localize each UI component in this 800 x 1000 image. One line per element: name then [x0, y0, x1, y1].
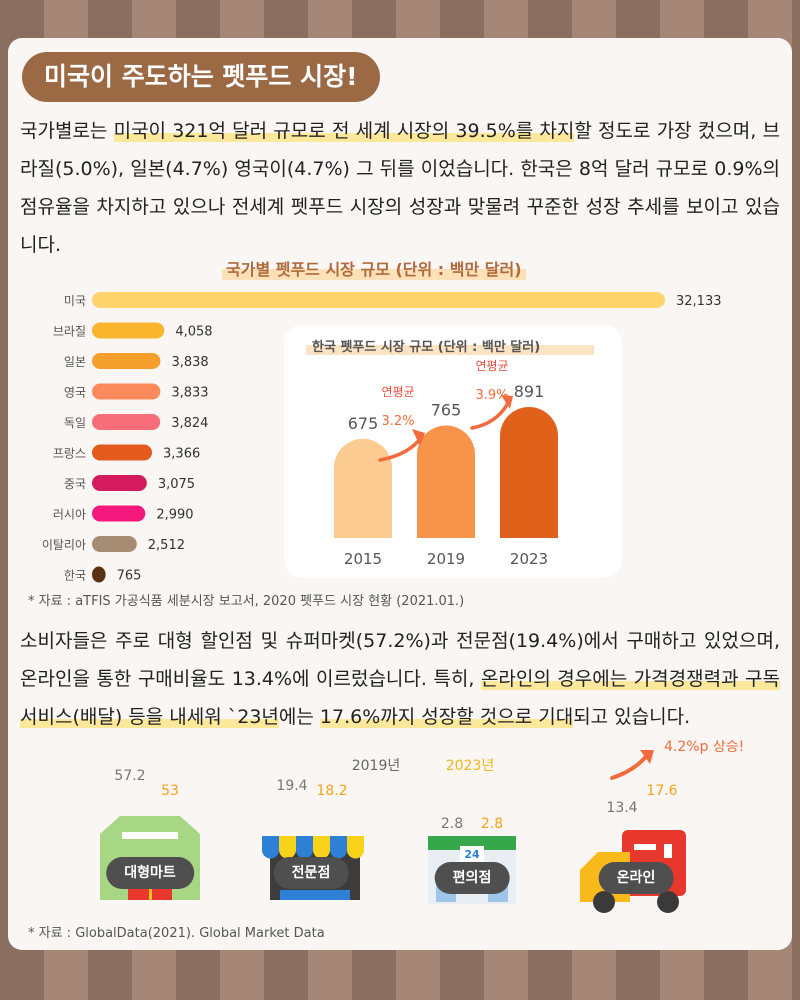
bar-5 [92, 414, 161, 430]
online-growth-arrow-head [640, 750, 654, 764]
korea-market-chart: 한국 펫푸드 시장 규모 (단위 : 백만 달러) 675 2015 765 2019 8… [306, 339, 594, 568]
legend-2019: 2019년 [352, 758, 401, 774]
growth-arrow-head-1 [412, 429, 425, 446]
bar-8 [92, 505, 146, 522]
bar-category-label: 한국 [64, 569, 86, 583]
channel-value-2023: 17.6 [646, 783, 677, 799]
channel-value-2023: 53 [161, 783, 179, 799]
korea-bar-value: 765 [431, 401, 462, 420]
label-online: 온라인 [598, 862, 674, 894]
bar-value-label: 765 [117, 569, 142, 584]
korea-year-label: 2015 [344, 550, 382, 568]
korea-year-label: 2023 [510, 550, 548, 568]
cagr-value: 3.2% [381, 414, 414, 429]
bar-9 [92, 536, 137, 552]
growth-arrow-2 [470, 399, 511, 430]
bar-category-label: 영국 [64, 386, 86, 400]
channel-value-2019: 2.8 [441, 816, 463, 832]
korea-chart-title: 한국 펫푸드 시장 규모 (단위 : 백만 달러) [312, 339, 540, 355]
bar-3 [92, 353, 161, 369]
source-note-1: * 자료 : aTFIS 가공식품 세분시장 보고서, 2020 펫푸드 시장 … [28, 594, 465, 609]
convenience-store-sign-bg [460, 846, 484, 862]
bar-category-label: 프랑스 [53, 447, 86, 461]
bar-6 [92, 444, 153, 461]
korea-bar-value: 675 [348, 414, 379, 433]
bar-4 [92, 383, 161, 400]
bar-category-label: 미국 [64, 294, 86, 308]
intro-paragraph: 국가별로는 미국이 321억 달러 규모로 전 세계 시장의 39.5%를 차지… [20, 112, 780, 264]
channel-value-2019: 13.4 [606, 800, 637, 816]
korea-bar-2015 [334, 438, 392, 538]
bar-value-label: 2,990 [156, 508, 193, 523]
headline-badge: 미국이 주도하는 펫푸드 시장! [22, 52, 380, 102]
bar-category-label: 중국 [64, 477, 86, 491]
bar-value-label: 3,838 [171, 355, 208, 370]
label-hypermarket: 대형마트 [106, 857, 194, 889]
cagr-label: 연평균 [475, 359, 508, 373]
channel-text-2: 에는 [278, 706, 320, 728]
channel-text-3: 되고 있습니다. [573, 706, 691, 728]
channel-value-2023: 18.2 [316, 783, 347, 799]
truck-wheel [657, 891, 679, 913]
intro-text-1: 국가별로는 [20, 120, 114, 142]
korea-bar-value: 891 [514, 382, 545, 401]
awning-stripe [330, 836, 347, 859]
awning-stripe [279, 836, 296, 859]
cagr-value: 3.9% [475, 388, 508, 403]
korea-year-label: 2019 [427, 550, 465, 568]
bar-value-label: 3,366 [163, 447, 200, 462]
awning-stripe [296, 836, 313, 859]
channel-chart: 2019년 2023년 57.2 53 19.4 18.2 2.8 2.8 13.4 17.6 24… [100, 740, 744, 913]
bar-value-label: 3,075 [158, 477, 195, 492]
bar-10 [92, 566, 106, 583]
online-phone-detail [634, 844, 656, 850]
label-specialty-store: 전문점 [273, 857, 349, 889]
label-convenience-store: 편의점 [434, 862, 510, 894]
bar-category-label: 독일 [64, 416, 86, 430]
online-growth-arrow [610, 752, 650, 780]
intro-highlight: 미국이 321억 달러 규모로 전 세계 시장의 39.5%를 차지 [113, 120, 575, 142]
awning-stripe [313, 836, 330, 859]
cagr-label: 연평균 [381, 385, 414, 399]
bar-2 [92, 322, 165, 339]
hypermarket-door-line [149, 878, 152, 900]
bar-value-label: 3,833 [171, 386, 208, 401]
legend-2023: 2023년 [446, 758, 495, 774]
title-highlight [306, 345, 594, 355]
bar-1 [92, 292, 665, 308]
awning-stripe [347, 836, 364, 859]
korea-bar-2019 [417, 425, 475, 538]
bar-value-label: 4,058 [175, 325, 212, 340]
bar-7 [92, 475, 147, 491]
bar-category-label: 러시아 [53, 508, 86, 522]
bar-value-label: 3,824 [171, 416, 208, 431]
bar-value-label: 32,133 [676, 294, 722, 309]
channel-value-2023: 2.8 [481, 816, 503, 832]
bar-category-label: 브라질 [53, 325, 86, 339]
convenience-store-roof [428, 836, 516, 850]
online-phone-detail [664, 844, 672, 858]
channel-value-2019: 57.2 [114, 768, 145, 784]
channel-highlight-2: 17.6%까지 성장할 것으로 기대 [319, 706, 574, 728]
channel-text-1: 소비자들은 주로 대형 할인점 및 슈퍼마켓(57.2%)과 전문점(19.4%… [20, 630, 780, 690]
intro-text-2: 할 정도로 가장 컸으며, 브라질(5.0%), 일본(4.7%) 영국이(4.… [20, 120, 780, 256]
convenience-store-sign: 24 [464, 848, 480, 861]
channel-paragraph: 소비자들은 주로 대형 할인점 및 슈퍼마켓(57.2%)과 전문점(19.4%… [20, 622, 780, 736]
korea-bar-2023 [500, 407, 558, 538]
growth-arrow-head-2 [501, 395, 513, 409]
online-growth-label: 4.2%p 상승! [664, 740, 744, 755]
bar-value-label: 2,512 [148, 538, 185, 553]
source-note-2: * 자료 : GlobalData(2021). Global Market D… [28, 926, 325, 941]
awning-stripe [262, 836, 279, 859]
chart-title: 국가별 펫푸드 시장 규모 (단위 : 백만 달러) [222, 256, 526, 280]
bar-category-label: 이탈리아 [42, 538, 86, 552]
hypermarket-sign [122, 832, 178, 839]
bar-category-label: 일본 [64, 355, 86, 369]
channel-value-2019: 19.4 [276, 778, 307, 794]
country-bar-chart: 미국 32,133 브라질 4,058 일본 3,838 영국 3,833 독일 3,824 프랑스… [42, 292, 722, 584]
truck-wheel [593, 891, 615, 913]
specialty-store-window [280, 890, 350, 900]
